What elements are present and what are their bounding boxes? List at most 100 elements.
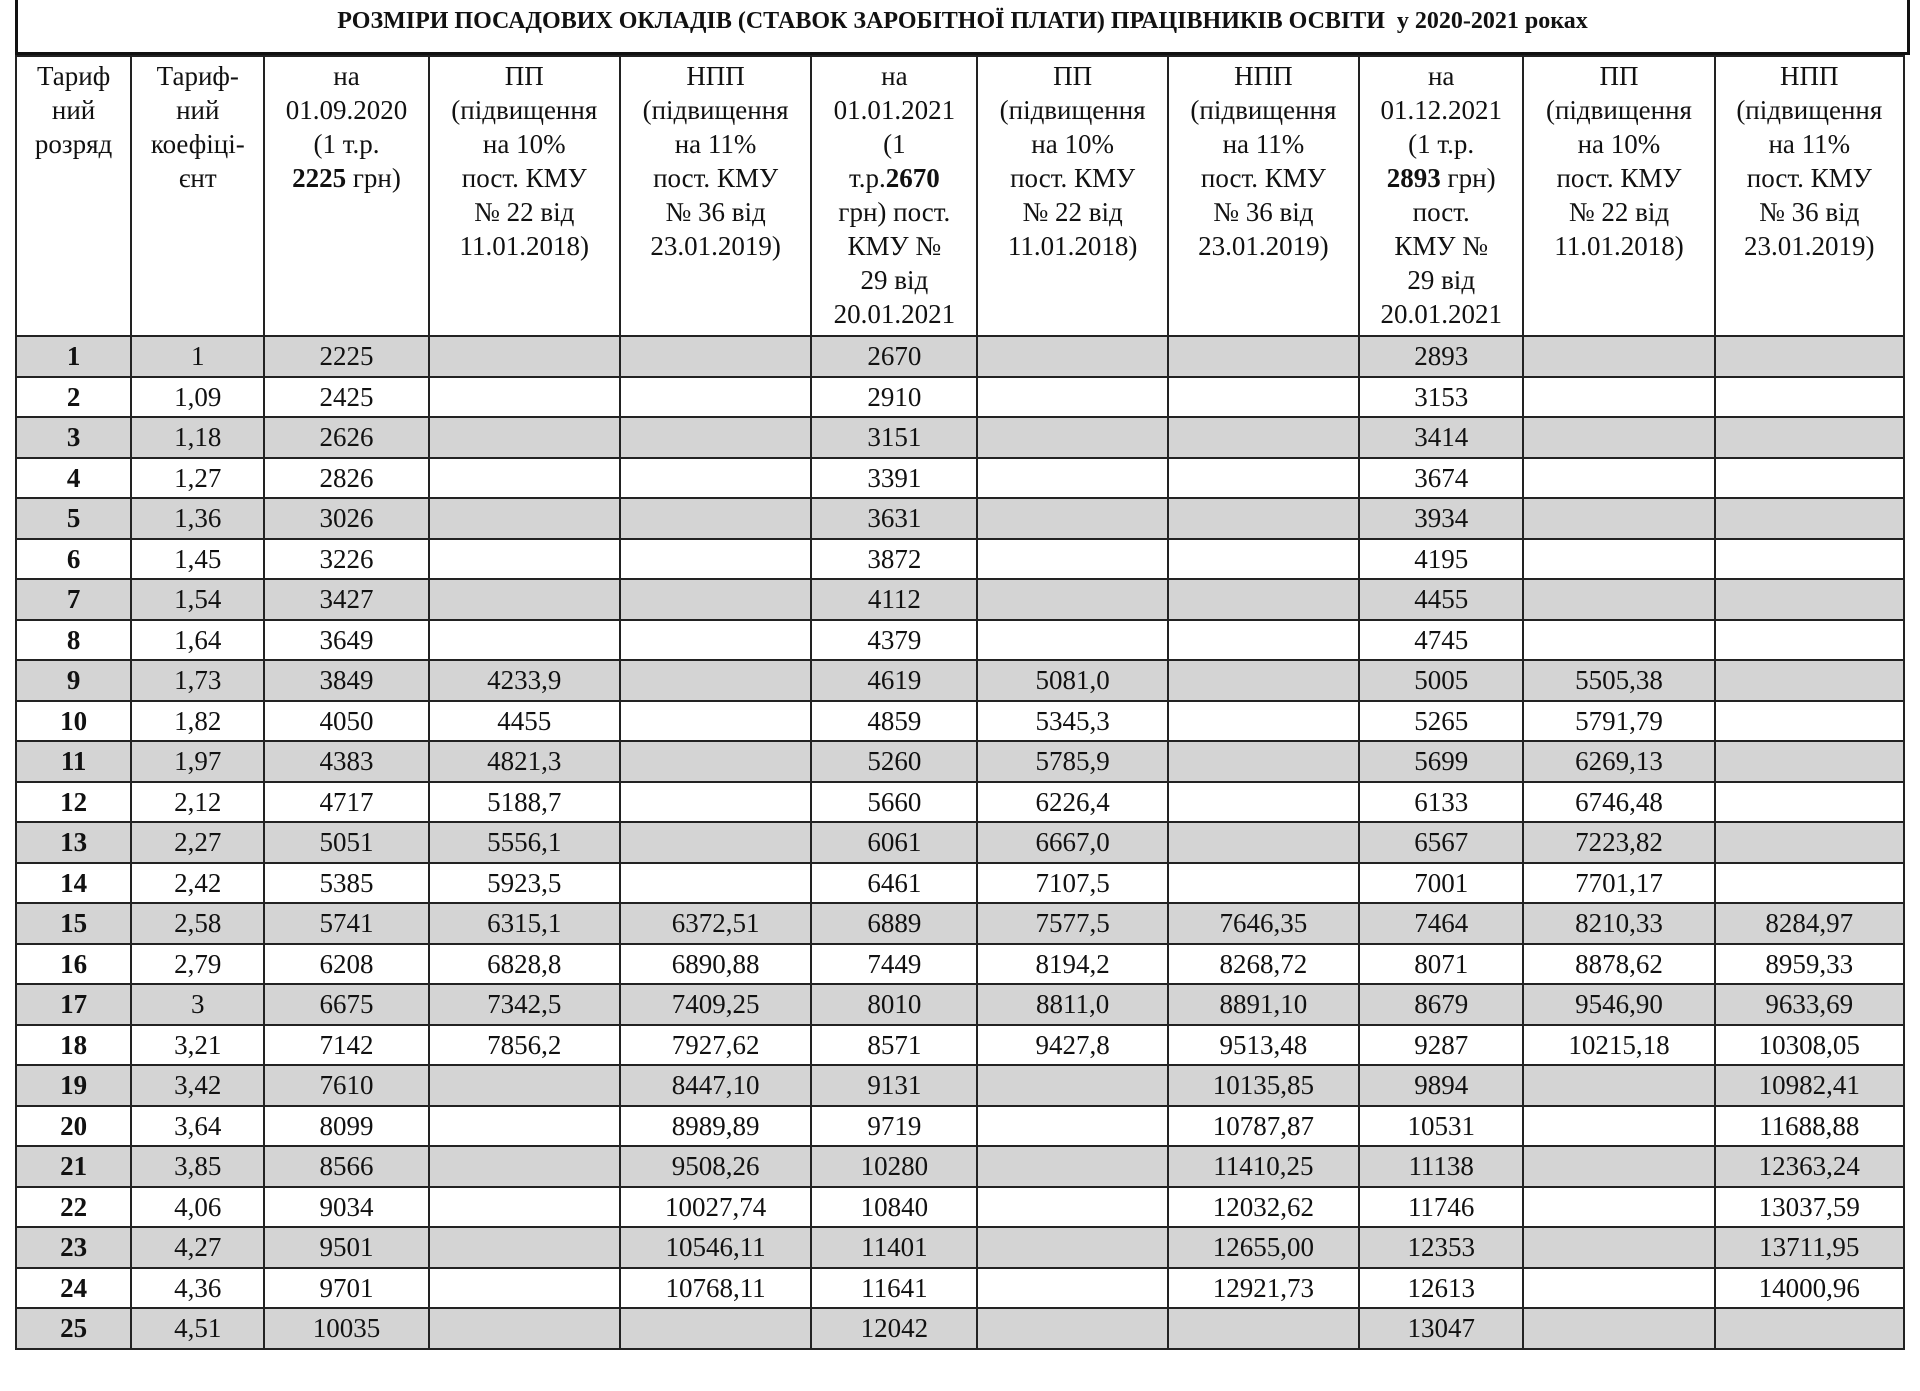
column-header: на 01.12.2021 (1 т.р. 2893 грн) пост. КМУ № 29… <box>1358 55 1525 337</box>
table-cell: 3151 <box>810 416 979 459</box>
table-cell: 6461 <box>810 861 979 904</box>
table-cell: 7464 <box>1358 902 1525 945</box>
salary-table: Тариф ний розряд Тариф-ний коефіці-єнт на 01.0… <box>14 55 1906 1350</box>
title: РОЗМІРИ ПОСАДОВИХ ОКЛАДІВ (СТАВОК ЗАРОБІ… <box>15 0 1910 55</box>
table-cell <box>1522 1307 1716 1350</box>
table-cell: 5923,5 <box>427 861 621 904</box>
table-row: 19 3,42 7610 8447,10 9131 10135,85 9894 10982,4… <box>14 1064 1906 1107</box>
table-cell: 12613 <box>1358 1266 1525 1309</box>
table-cell <box>1522 618 1716 661</box>
column-header: ПП (підвищення на 10% пост. КМУ № 22 від 11.0… <box>976 55 1169 337</box>
table-cell <box>618 456 813 499</box>
table-cell: 5005 <box>1358 659 1525 702</box>
header-line: Тариф- <box>156 61 239 91</box>
table-cell <box>1713 578 1906 621</box>
header-line: 20.01.2021 <box>833 299 956 329</box>
table-cell <box>1166 497 1361 540</box>
table-cell: 6 <box>14 537 133 580</box>
table-cell <box>1166 740 1361 783</box>
table-cell: 9508,26 <box>618 1145 813 1188</box>
table-cell: 2910 <box>810 375 979 418</box>
header-line: 01.09.2020 <box>285 95 408 125</box>
table-cell: 1,73 <box>130 659 266 702</box>
table-row: 20 3,64 8099 8989,89 9719 10787,87 10531 11688,… <box>14 1104 1906 1147</box>
header-line: т.р.2670 <box>812 161 976 195</box>
table-cell <box>1166 578 1361 621</box>
table-row: 11 1,97 4383 4821,3 5260 5785,9 5699 6269,13 <box>14 740 1906 783</box>
table-cell <box>618 618 813 661</box>
table-cell: 6746,48 <box>1522 780 1716 823</box>
header-line: (1 т.р. <box>313 129 380 159</box>
table-cell: 7223,82 <box>1522 821 1716 864</box>
table-cell <box>976 416 1169 459</box>
table-cell <box>1166 780 1361 823</box>
table-cell: 3,21 <box>130 1023 266 1066</box>
table-cell: 14000,96 <box>1713 1266 1906 1309</box>
header-line: № 36 від <box>1213 197 1314 227</box>
header-line: 11.01.2018) <box>1007 231 1138 261</box>
table-cell <box>976 537 1169 580</box>
table-cell <box>976 1266 1169 1309</box>
table-cell <box>976 578 1169 621</box>
table-row: 3 1,18 2626 3151 3414 <box>14 416 1906 459</box>
table-cell <box>976 1226 1169 1269</box>
table-cell <box>618 821 813 864</box>
table-cell: 7610 <box>263 1064 430 1107</box>
header-line: розряд <box>34 129 113 159</box>
table-cell: 1 <box>14 335 133 378</box>
header-line: на 11% <box>1768 129 1851 159</box>
table-cell <box>618 1307 813 1350</box>
table-row: 13 2,27 5051 5556,1 6061 6667,0 6567 7223,82 <box>14 821 1906 864</box>
header-line: пост. КМУ <box>653 163 779 193</box>
table-cell: 13 <box>14 821 133 864</box>
header-line: (підвищення <box>1545 95 1692 125</box>
column-header: НПП (підвищення на 11% пост. КМУ № 36 від 23.… <box>618 55 813 337</box>
table-cell: 1 <box>130 335 266 378</box>
table-cell: 11746 <box>1358 1185 1525 1228</box>
column-header: НПП (підвищення на 11% пост. КМУ № 36 від 23.… <box>1166 55 1361 337</box>
table-cell <box>1713 537 1906 580</box>
table-cell: 15 <box>14 902 133 945</box>
table-cell <box>1713 821 1906 864</box>
table-cell: 16 <box>14 942 133 985</box>
table-cell: 7449 <box>810 942 979 985</box>
table-cell <box>618 740 813 783</box>
table-cell: 10027,74 <box>618 1185 813 1228</box>
table-cell: 2,79 <box>130 942 266 985</box>
header-line: грн) пост. <box>838 197 951 227</box>
table-cell: 9513,48 <box>1166 1023 1361 1066</box>
table-cell <box>1166 335 1361 378</box>
table-cell: 8 <box>14 618 133 661</box>
table-cell: 3631 <box>810 497 979 540</box>
table-row: 2 1,09 2425 2910 3153 <box>14 375 1906 418</box>
column-header: Тариф-ний коефіці-єнт <box>130 55 266 337</box>
table-cell <box>1166 375 1361 418</box>
table-cell <box>976 1185 1169 1228</box>
table-row: 23 4,27 9501 10546,11 11401 12655,00 12353 1371… <box>14 1226 1906 1269</box>
table-row: 25 4,51 10035 12042 13047 <box>14 1307 1906 1350</box>
table-cell: 3649 <box>263 618 430 661</box>
table-row: 18 3,21 7142 7856,2 7927,62 8571 9427,8 9513,48… <box>14 1023 1906 1066</box>
header-segment: грн) <box>346 163 401 193</box>
table-cell: 8071 <box>1358 942 1525 985</box>
table-cell <box>1522 497 1716 540</box>
column-header: НПП (підвищення на 11% пост. КМУ № 36 від 23.… <box>1713 55 1906 337</box>
table-cell <box>1166 416 1361 459</box>
header-line: ПП <box>504 61 544 91</box>
table-cell <box>1713 497 1906 540</box>
table-cell <box>1713 1307 1906 1350</box>
table-cell <box>1522 456 1716 499</box>
header-line: ний <box>176 95 220 125</box>
header-line: на 10% <box>1577 129 1661 159</box>
table-cell: 24 <box>14 1266 133 1309</box>
table-cell: 2826 <box>263 456 430 499</box>
table-cell: 11688,88 <box>1713 1104 1906 1147</box>
table-cell: 9719 <box>810 1104 979 1147</box>
table-cell <box>427 618 621 661</box>
table-cell: 3026 <box>263 497 430 540</box>
table-cell <box>1166 659 1361 702</box>
table-cell: 2225 <box>263 335 430 378</box>
table-cell: 6208 <box>263 942 430 985</box>
header-line: № 22 від <box>474 197 575 227</box>
table-cell: 1,45 <box>130 537 266 580</box>
